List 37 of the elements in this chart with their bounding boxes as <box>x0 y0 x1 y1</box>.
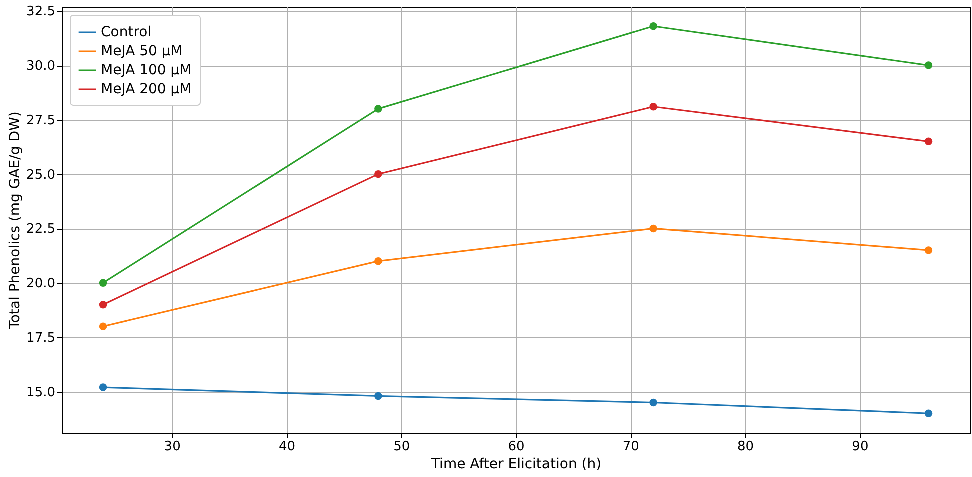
point <box>99 300 108 309</box>
point <box>650 224 658 233</box>
x-tick-label: 40 <box>278 440 296 454</box>
point <box>99 279 108 287</box>
y-tick-label: 25.0 <box>26 168 56 183</box>
x-tick-label: 30 <box>164 440 181 454</box>
x-tick-label: 90 <box>852 440 869 454</box>
x-tick-label: 80 <box>738 440 754 454</box>
point <box>924 246 933 254</box>
legend-label: MeJA 200 μM <box>101 82 192 98</box>
y-tick-label: 17.5 <box>26 330 56 346</box>
point <box>374 257 382 266</box>
x-tick-label: 60 <box>508 440 525 454</box>
x-axis-title: Time After Elicitation (h) <box>430 456 602 472</box>
point <box>924 62 933 70</box>
legend-label: Control <box>101 24 152 40</box>
point <box>374 105 382 113</box>
x-tick-label: 50 <box>394 440 410 454</box>
legend-label: MeJA 100 μM <box>101 62 192 78</box>
point <box>650 22 658 30</box>
point <box>924 138 933 146</box>
y-axis-title: Total Phenolics (mg GAE/g DW) <box>8 112 24 330</box>
x-tick-label: 70 <box>622 440 640 454</box>
point <box>924 410 933 418</box>
point <box>374 170 382 178</box>
point <box>650 398 658 407</box>
legend-label: MeJA 50 μM <box>101 44 183 60</box>
point <box>374 392 382 400</box>
point <box>650 103 658 111</box>
point <box>99 384 108 392</box>
y-tick-label: 27.5 <box>26 113 56 128</box>
y-tick-label: 20.0 <box>26 276 56 292</box>
point <box>99 322 108 330</box>
y-tick-label: 22.5 <box>26 222 56 238</box>
y-tick-label: 30.0 <box>26 59 56 74</box>
y-tick-label: 32.5 <box>26 4 56 20</box>
y-tick-label: 15.0 <box>26 385 56 400</box>
